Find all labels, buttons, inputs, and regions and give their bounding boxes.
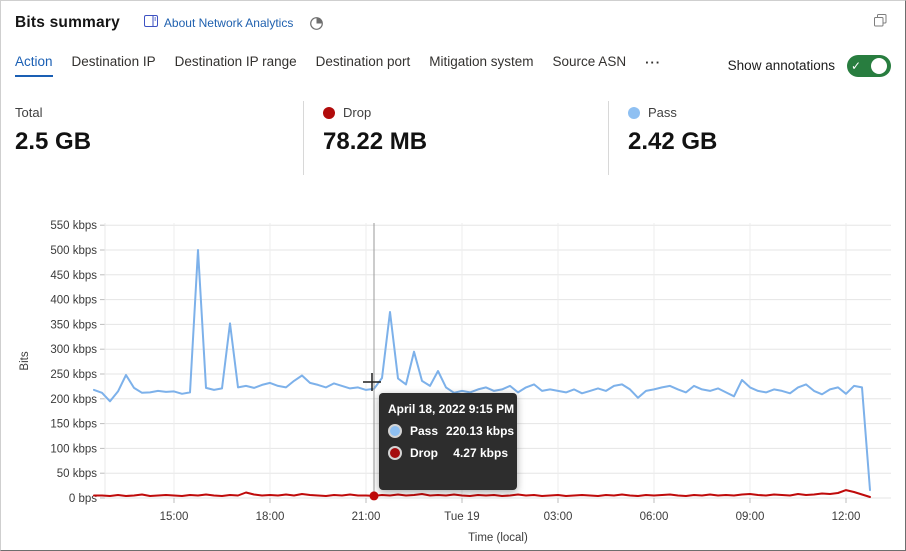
stat-label: Total (15, 105, 43, 120)
stat-total: Total 2.5 GB (15, 105, 91, 156)
stat-drop: Drop 78.22 MB (323, 105, 427, 156)
pie-chart-icon[interactable] (309, 16, 324, 31)
pass-legend-dot (628, 106, 640, 119)
tab-destination-port[interactable]: Destination port (315, 54, 411, 69)
tooltip-row-drop: Drop 4.27 kbps (388, 446, 508, 460)
y-tick-label: 100 kbps (50, 443, 97, 455)
series-line-drop (93, 489, 871, 498)
restore-window-icon[interactable] (873, 13, 888, 33)
y-tick-label: 500 kbps (50, 245, 97, 257)
tab-action[interactable]: Action (15, 54, 53, 77)
x-axis-title: Time (local) (468, 532, 528, 544)
y-tick-label: 550 kbps (50, 220, 97, 232)
drop-hover-marker (369, 491, 379, 501)
y-tick-label: 450 kbps (50, 270, 97, 282)
stat-value: 2.5 GB (15, 128, 92, 155)
x-tick-label: 03:00 (544, 511, 573, 523)
y-tick-label: 400 kbps (50, 295, 97, 307)
show-annotations-label: Show annotations (727, 58, 835, 73)
stat-label: Pass (648, 105, 677, 120)
y-tick-label: 200 kbps (50, 394, 97, 406)
toggle-knob (871, 57, 887, 74)
stats-divider (608, 101, 609, 175)
y-tick-label: 150 kbps (50, 419, 97, 431)
drop-series-dot (388, 446, 402, 460)
stat-pass: Pass 2.42 GB (628, 105, 717, 156)
y-tick-label: 250 kbps (50, 369, 97, 381)
header: Bits summary About Network Analytics (15, 14, 324, 32)
chart-tooltip: April 18, 2022 9:15 PM Pass 220.13 kbps … (379, 393, 517, 490)
show-annotations-control: Show annotations ✓ (727, 54, 891, 77)
about-network-analytics-link[interactable]: About Network Analytics (143, 14, 294, 32)
x-tick-label: 12:00 (832, 511, 861, 523)
x-tick-label: 09:00 (736, 511, 765, 523)
tab-destination-ip-range[interactable]: Destination IP range (174, 54, 297, 69)
y-axis-title: Bits (19, 351, 31, 370)
tooltip-row-pass: Pass 220.13 kbps (388, 424, 514, 438)
tab-mitigation-system[interactable]: Mitigation system (429, 54, 534, 69)
tab-bar: Action Destination IP Destination IP ran… (15, 54, 891, 77)
stat-label: Drop (343, 105, 372, 120)
stat-value: 78.22 MB (323, 128, 428, 155)
chart-plot-area[interactable]: 550 kbps 500 kbps 450 kbps 400 kbps 350 kbps… (1, 211, 906, 551)
y-tick-label: 300 kbps (50, 344, 97, 356)
annotations-toggle[interactable]: ✓ (847, 54, 891, 77)
series-line-pass (93, 249, 871, 492)
summary-stats: Total 2.5 GB Drop 78.22 MB Pass 2.42 GB (1, 101, 905, 181)
book-icon (143, 14, 158, 32)
stats-divider (303, 101, 304, 175)
tab-source-asn[interactable]: Source ASN (552, 54, 627, 69)
about-link-label: About Network Analytics (163, 16, 294, 30)
more-tabs-ellipsis-icon[interactable]: ··· (645, 55, 662, 70)
y-tick-label: 50 kbps (57, 468, 98, 480)
pass-series-dot (388, 424, 402, 438)
tooltip-timestamp: April 18, 2022 9:15 PM (388, 402, 515, 416)
page-title: Bits summary (15, 14, 120, 31)
drop-legend-dot (323, 106, 335, 119)
x-tick-label: 18:00 (256, 511, 285, 523)
stat-value: 2.42 GB (628, 128, 718, 155)
x-tick-label: 21:00 (352, 511, 381, 523)
x-tick-label: Tue 19 (444, 511, 479, 523)
tab-destination-ip[interactable]: Destination IP (71, 54, 156, 69)
toggle-check-icon: ✓ (851, 58, 862, 73)
x-tick-label: 06:00 (640, 511, 669, 523)
x-tick-label: 15:00 (160, 511, 189, 523)
y-tick-label: 350 kbps (50, 319, 97, 331)
y-tick-label: 0 bps (69, 493, 97, 505)
